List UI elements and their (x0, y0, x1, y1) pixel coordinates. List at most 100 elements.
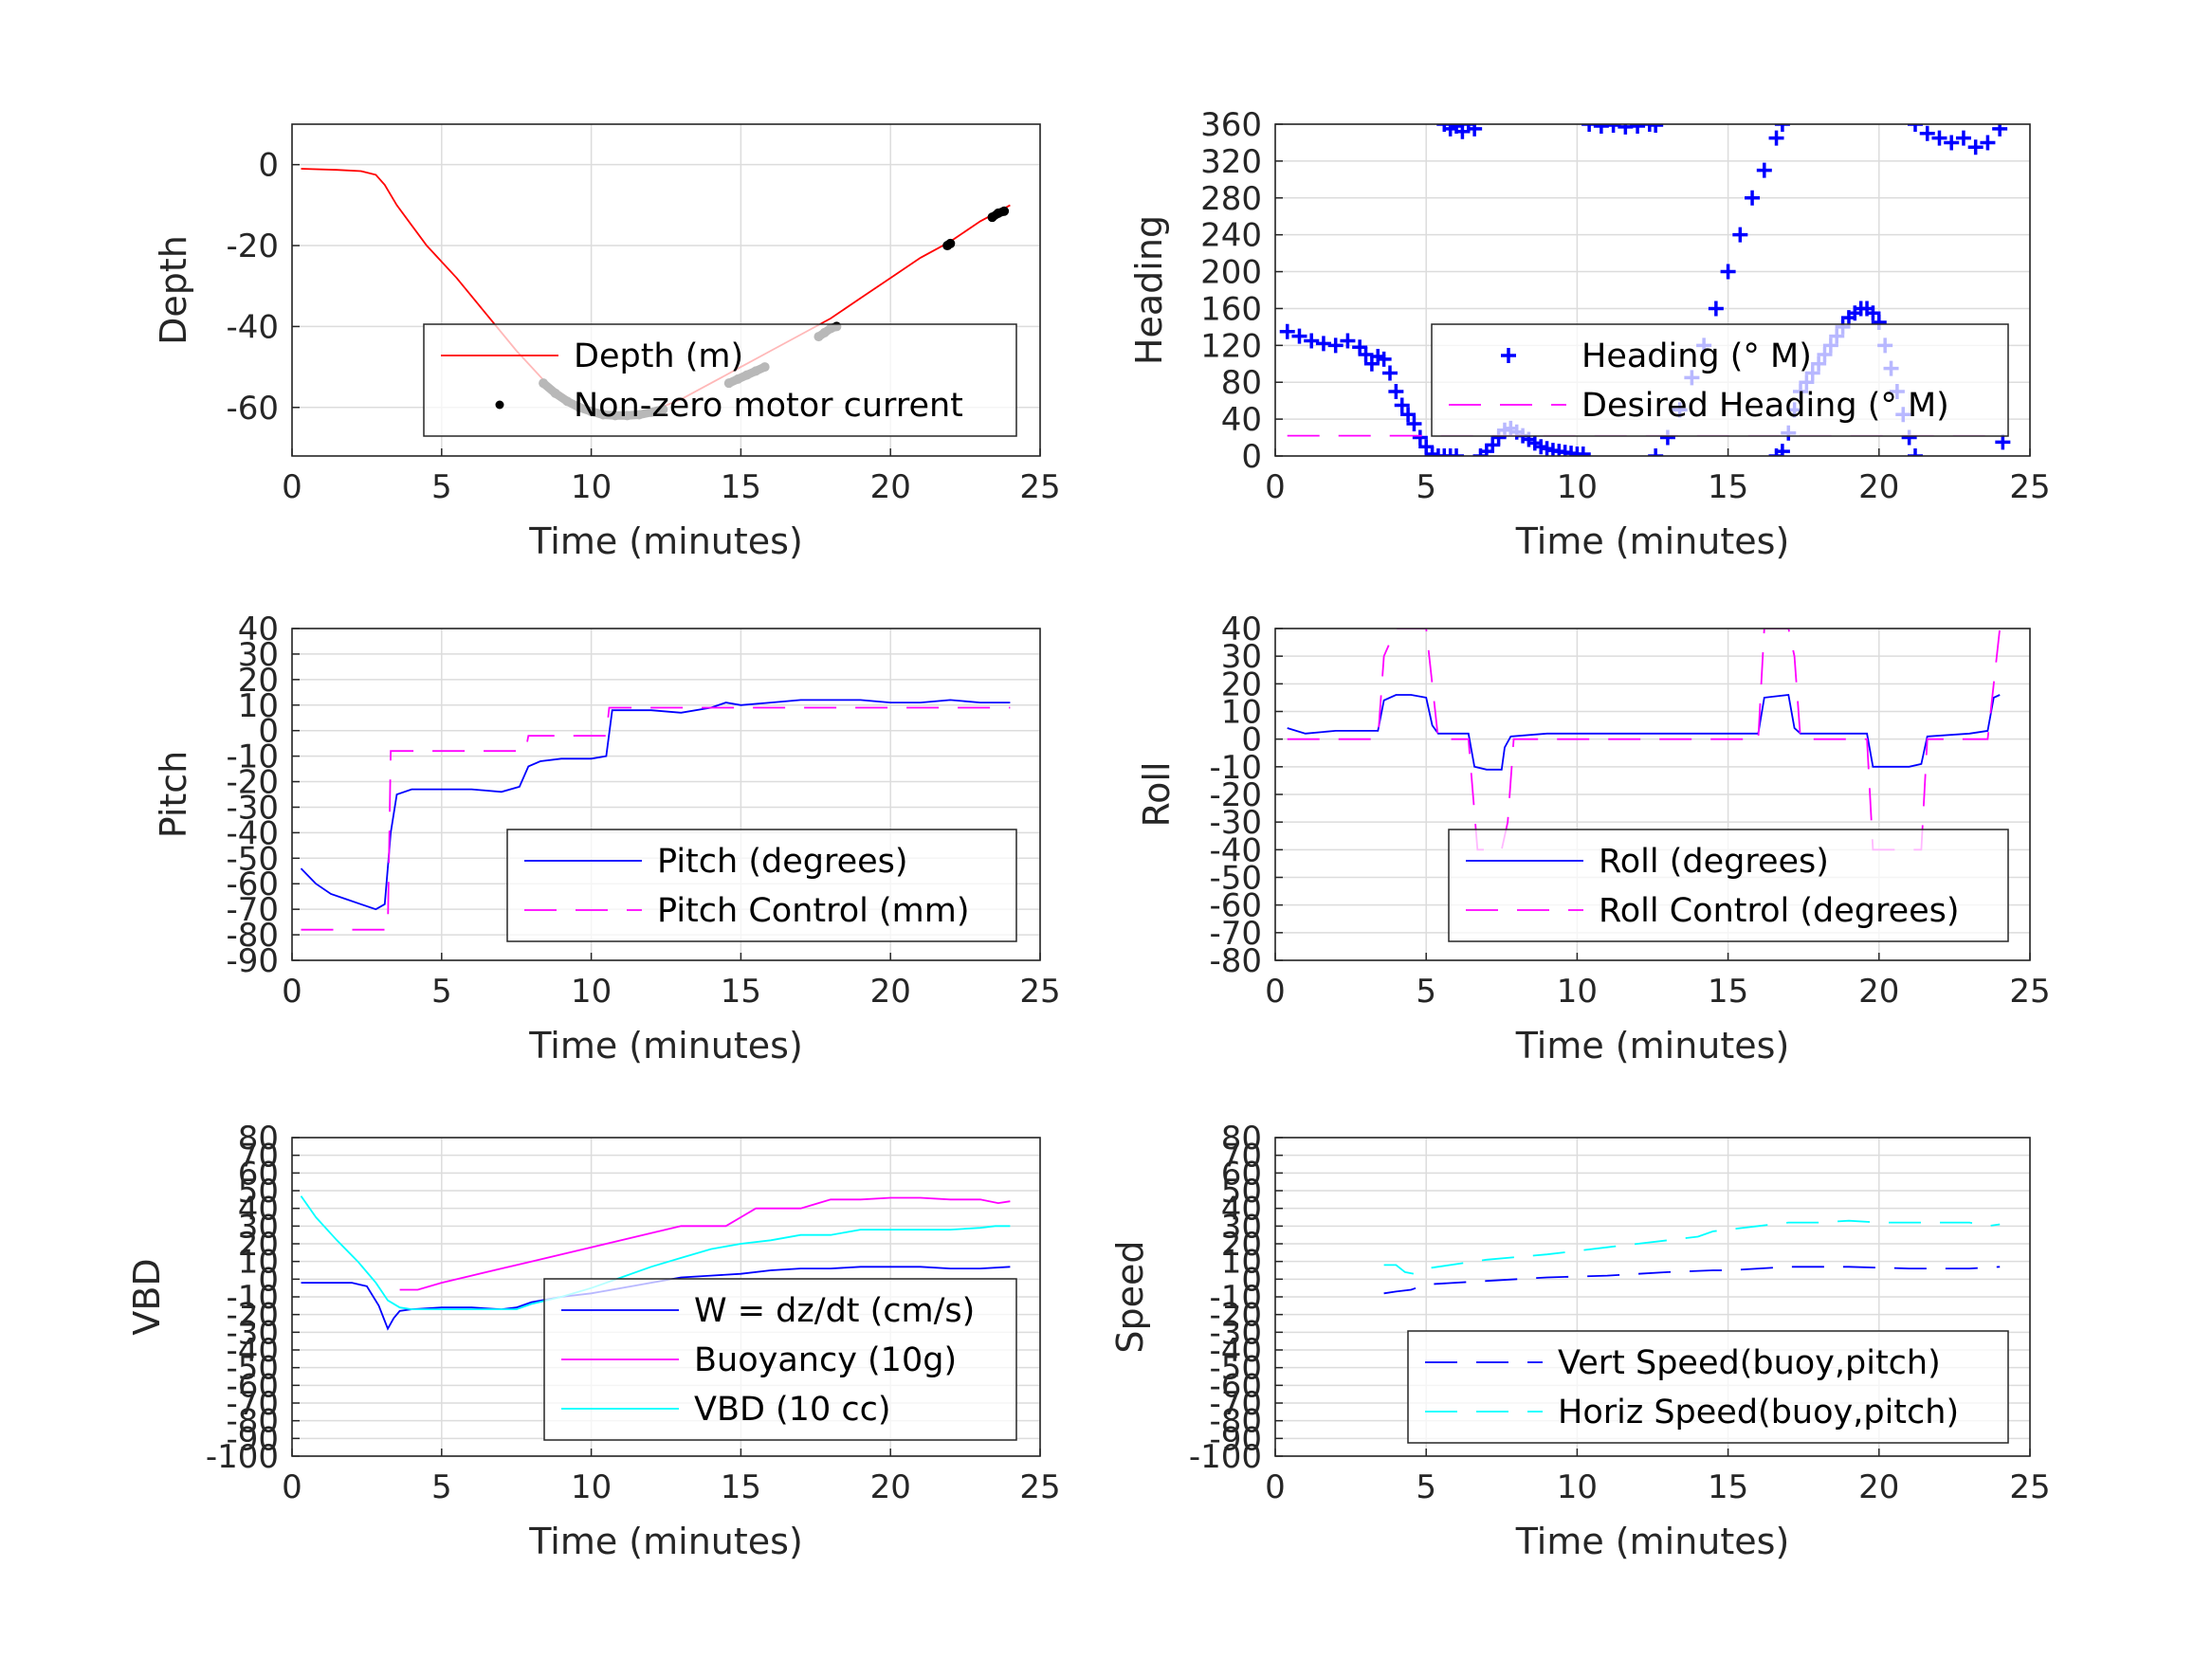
chart-roll: 0 5 10 15 20 25403020100-10-20-30-40-50-60-70… (1136, 611, 2051, 1066)
series-heading-0-point (1908, 448, 1924, 456)
x-tick-label: 10 (571, 1468, 612, 1506)
series-heading-0-point (1908, 124, 1924, 132)
y-tick-label: 30 (238, 636, 279, 674)
x-tick-label: 25 (2009, 973, 2050, 1011)
series-heading-0-point (1412, 429, 1428, 446)
x-tick-label: 0 (282, 468, 302, 506)
y-axis-label: Roll (1136, 761, 1178, 827)
series-heading-0-point (1394, 397, 1410, 413)
y-tick-label: 20 (1221, 665, 1262, 703)
legend-label: Pitch (degrees) (657, 843, 908, 881)
y-tick-label: -70 (1209, 1385, 1262, 1423)
series-heading-0-point (1720, 264, 1736, 280)
y-tick-label: 70 (1221, 1138, 1262, 1176)
y-tick-label: 30 (1221, 638, 1262, 676)
y-tick-label: 80 (238, 1120, 279, 1158)
y-tick-label: 40 (238, 1191, 279, 1229)
x-tick-label: 0 (1265, 973, 1286, 1011)
series-heading-0-point (1315, 336, 1331, 352)
legend-label: Depth (m) (574, 337, 743, 375)
series-heading-0-point (1648, 448, 1664, 456)
legend-box (1407, 1330, 2009, 1444)
series-heading-0-point (1955, 130, 1971, 146)
y-tick-label: -50 (226, 1350, 279, 1388)
x-axis-label: Time (minutes) (528, 1521, 803, 1562)
x-tick-label: 5 (1416, 973, 1436, 1011)
x-tick-label: 5 (1416, 1468, 1436, 1506)
y-tick-label: 0 (258, 147, 279, 185)
chart-speed: 0 5 10 15 20 2580706050403020100-10-20-30-40-… (1109, 1120, 2051, 1562)
y-tick-label: 0 (258, 1261, 279, 1299)
x-tick-label: 10 (1557, 1468, 1598, 1506)
y-tick-label: 360 (1200, 106, 1262, 144)
series-heading-0-point (1774, 124, 1790, 132)
y-tick-label: -30 (226, 1314, 279, 1352)
y-tick-label: 0 (1241, 721, 1262, 759)
y-tick-label: 10 (1221, 694, 1262, 732)
y-tick-label: -40 (226, 1332, 279, 1370)
y-axis-label: Pitch (153, 751, 194, 839)
legend-box (1448, 829, 2009, 942)
y-axis-label: Depth (153, 235, 194, 345)
legend-label: Roll Control (degrees) (1599, 892, 1960, 930)
y-tick-label: -90 (1209, 1420, 1262, 1458)
x-tick-label: 0 (1265, 468, 1286, 506)
y-axis-label: Speed (1109, 1240, 1151, 1353)
y-tick-label: -80 (1209, 942, 1262, 980)
x-tick-label: 10 (571, 973, 612, 1011)
series-heading-0-point (1449, 448, 1465, 456)
y-tick-label: 10 (238, 1244, 279, 1282)
series-heading-0-point (1304, 333, 1320, 349)
series-heading-0-point (1388, 383, 1404, 399)
y-tick-label: -60 (226, 390, 279, 428)
axes-box (291, 1137, 1041, 1457)
series-heading-0-point (1768, 130, 1784, 146)
y-tick-label: 40 (1221, 611, 1262, 648)
y-tick-label: -60 (1209, 1367, 1262, 1405)
legend-label: Non-zero motor current (574, 387, 963, 425)
y-tick-label: 60 (238, 1155, 279, 1193)
x-tick-label: 15 (1708, 1468, 1748, 1506)
legend-marker (495, 400, 504, 410)
series-heading-0-point (1376, 351, 1392, 367)
x-tick-label: 25 (1019, 1468, 1060, 1506)
series-pitch-1-line (301, 706, 1011, 931)
series-heading-0-point (1708, 301, 1724, 317)
x-tick-label: 5 (431, 468, 452, 506)
series-heading-0-point (1381, 365, 1398, 381)
series-heading-0-point (1774, 444, 1790, 456)
x-tick-label: 15 (721, 1468, 761, 1506)
x-tick-label: 0 (1265, 1468, 1286, 1506)
y-tick-label: 30 (1221, 1208, 1262, 1246)
series-heading-0-point (1995, 434, 2011, 450)
y-tick-label: 200 (1200, 254, 1262, 292)
series-depth-1-trail (942, 239, 955, 250)
legend: Depth (m) Non-zero motor current (423, 323, 1017, 437)
series-heading-0-point (1648, 124, 1664, 133)
y-tick-label: -90 (226, 1420, 279, 1458)
y-tick-label: 80 (1221, 364, 1262, 402)
y-tick-label: -50 (1209, 860, 1262, 898)
y-tick-label: -20 (226, 228, 279, 265)
y-tick-label: -10 (1209, 1279, 1262, 1317)
series-layer (300, 699, 1011, 931)
x-tick-label: 15 (1708, 468, 1748, 506)
x-tick-label: 5 (431, 1468, 452, 1506)
y-tick-label: -10 (1209, 749, 1262, 787)
x-tick-label: 0 (282, 973, 302, 1011)
series-depth-1-trail (988, 207, 1009, 222)
y-tick-label: -30 (226, 789, 279, 827)
y-tick-label: 10 (1221, 1244, 1262, 1282)
legend: Roll (degrees) Roll Control (degrees) (1448, 829, 2009, 942)
series-heading-0-point (1980, 135, 1996, 151)
x-axis-label: Time (minutes) (1515, 1025, 1790, 1066)
y-tick-label: -80 (226, 1403, 279, 1441)
x-axis-label: Time (minutes) (528, 1025, 803, 1066)
y-tick-label: 20 (238, 662, 279, 700)
y-tick-label: -20 (1209, 776, 1262, 814)
y-tick-label: 50 (238, 1173, 279, 1211)
legend: W = dz/dt (cm/s) Buoyancy (10g) VBD (10 cc… (543, 1278, 1017, 1441)
x-tick-label: 10 (571, 468, 612, 506)
legend-label: Roll (degrees) (1599, 843, 1829, 881)
